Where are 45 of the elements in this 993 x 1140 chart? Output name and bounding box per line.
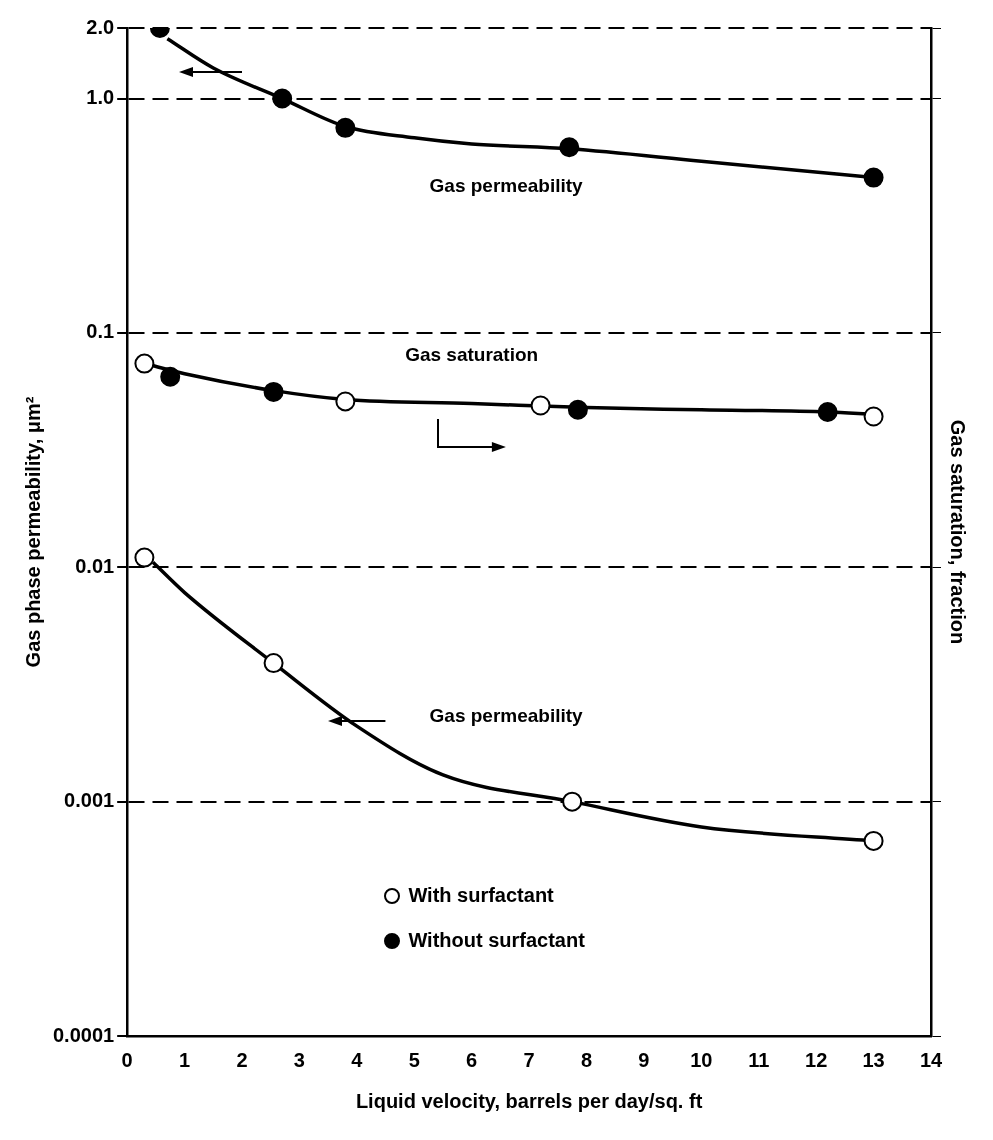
y-axis-title: Gas phase permeability, μm²: [21, 396, 44, 668]
x-tick-label: 7: [523, 1048, 535, 1071]
x-tick-label: 4: [351, 1048, 364, 1071]
point: [263, 653, 284, 674]
x-tick-label: 9: [638, 1048, 650, 1071]
x-tick-label: 5: [408, 1048, 420, 1071]
point: [863, 167, 884, 188]
x-tick-label: 0: [121, 1048, 133, 1071]
x-tick-label: 13: [862, 1048, 885, 1071]
point: [863, 406, 884, 427]
x-tick-label: 14: [919, 1048, 943, 1071]
annotation: Gas permeability: [429, 175, 584, 197]
y-tick-label: 0.0001: [53, 1023, 115, 1046]
point: [559, 137, 580, 158]
point: [263, 381, 284, 402]
x-tick-label: 2: [236, 1048, 248, 1071]
point: [562, 791, 583, 812]
legend-label: With surfactant: [408, 884, 554, 907]
y2-axis-title: Gas saturation, fraction: [947, 419, 970, 645]
legend-label: Without surfactant: [408, 929, 585, 952]
point: [160, 366, 181, 387]
x-tick-label: 6: [466, 1048, 478, 1071]
x-tick-label: 8: [580, 1048, 593, 1071]
x-tick-label: 11: [748, 1048, 770, 1071]
point: [817, 401, 838, 422]
annotation: Gas saturation: [405, 343, 539, 365]
x-tick-label: 1: [179, 1048, 191, 1071]
y-tick-label: 2.0: [86, 15, 115, 38]
point: [134, 547, 155, 568]
x-tick-label: 12: [805, 1048, 828, 1071]
point: [335, 117, 356, 138]
point: [863, 830, 884, 851]
x-axis-title: Liquid velocity, barrels per day/sq. ft: [355, 1089, 703, 1112]
point: [530, 395, 551, 416]
x-tick-label: 10: [690, 1048, 713, 1071]
y-tick-label: 0.01: [75, 554, 115, 577]
x-tick-label: 3: [293, 1048, 305, 1071]
annotation: Gas permeability: [429, 705, 584, 727]
y-tick-label: 0.001: [64, 789, 115, 812]
point: [134, 353, 155, 374]
point: [567, 399, 588, 420]
y-tick-label: 1.0: [86, 86, 115, 109]
y-tick-label: 0.1: [86, 320, 115, 343]
point: [272, 88, 293, 109]
point: [335, 391, 356, 412]
